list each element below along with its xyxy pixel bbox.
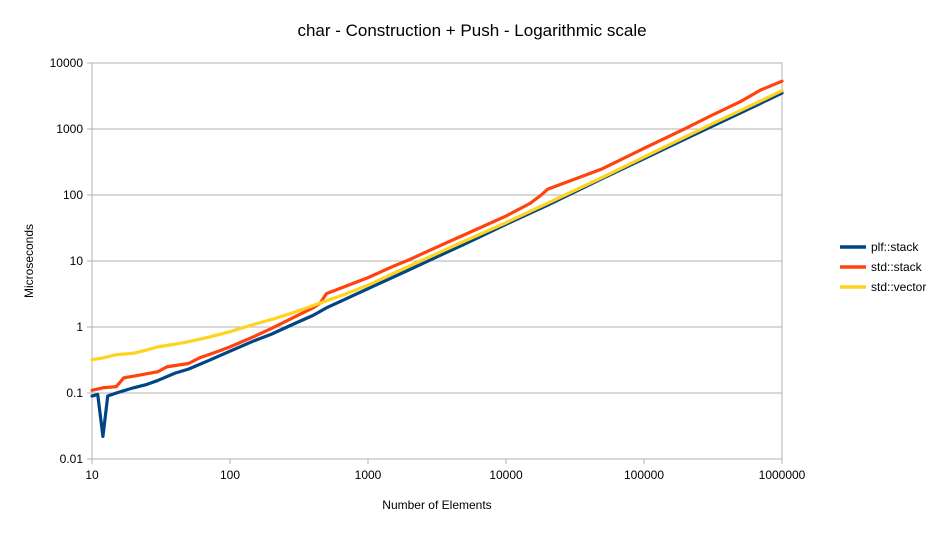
- legend-label-1: std::stack: [871, 260, 923, 274]
- x-tick-label-3: 10000: [489, 468, 523, 482]
- y-axis-ticks: 0.01 0.1 1 10 100 1000 10000: [50, 56, 92, 466]
- x-tick-label-4: 100000: [624, 468, 664, 482]
- series-line-2: [90, 89, 784, 362]
- series-line-0: [90, 91, 784, 438]
- chart-title: char - Construction + Push - Logarithmic…: [297, 21, 646, 40]
- y-tick-label-2: 1: [76, 320, 83, 334]
- y-tick-label-3: 10: [70, 254, 84, 268]
- legend-label-0: plf::stack: [871, 240, 919, 254]
- x-tick-label-5: 1000000: [759, 468, 806, 482]
- y-tick-label-4: 100: [63, 188, 83, 202]
- y-axis-label: Microseconds: [22, 224, 36, 298]
- series-line-1: [90, 79, 784, 392]
- legend-label-2: std::vector: [871, 280, 926, 294]
- y-tick-label-5: 1000: [56, 122, 83, 136]
- y-tick-label-1: 0.1: [66, 386, 83, 400]
- x-axis-label: Number of Elements: [382, 498, 491, 512]
- series-layer: [90, 79, 784, 438]
- x-tick-label-2: 1000: [355, 468, 382, 482]
- y-tick-label-6: 10000: [50, 56, 84, 70]
- y-tick-label-0: 0.01: [60, 452, 84, 466]
- grid-layer: [92, 62, 782, 460]
- x-axis-ticks: 10 100 1000 10000 100000 1000000: [85, 459, 806, 482]
- x-tick-label-0: 10: [85, 468, 99, 482]
- x-tick-label-1: 100: [220, 468, 240, 482]
